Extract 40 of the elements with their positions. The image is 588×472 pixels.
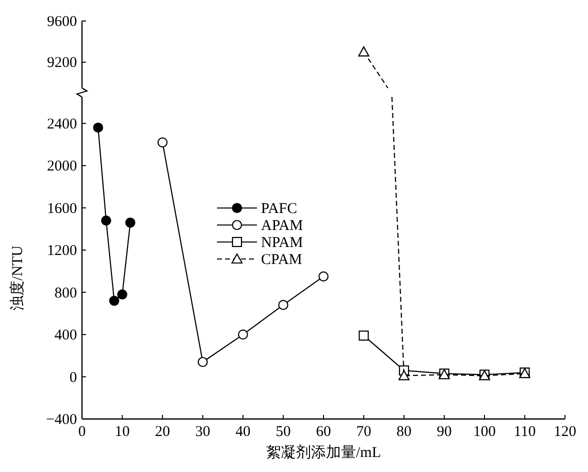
point [109, 296, 120, 306]
x-tick-label: 60 [316, 424, 331, 440]
point [157, 137, 168, 148]
y-tick-label: 2000 [47, 158, 77, 175]
point [278, 300, 288, 310]
y-tick-label: 2400 [47, 116, 77, 132]
x-tick-label: 40 [236, 424, 250, 440]
y-tick-label: 800 [54, 285, 77, 302]
y-tick-label: 1200 [47, 243, 77, 260]
x-tick-label: 100 [473, 424, 496, 440]
x-tick-label: 30 [195, 424, 210, 440]
x-tick-label: 50 [276, 424, 291, 440]
x-tick-label: 70 [356, 424, 372, 440]
point [318, 271, 329, 282]
x-tick-label: 10 [114, 424, 130, 440]
point [198, 356, 208, 368]
point [125, 218, 136, 228]
legend-label: PAFC [261, 201, 298, 217]
y-tick-label: 400 [54, 328, 77, 344]
x-tick-label: 20 [155, 424, 170, 440]
point [238, 329, 248, 340]
x-tick-label: 110 [514, 424, 536, 440]
point [398, 370, 410, 380]
point [101, 215, 112, 226]
legend-label: CPAM [261, 252, 302, 268]
x-tick-label: 80 [396, 424, 412, 440]
y-tick-label: 1600 [47, 200, 77, 217]
legend-label: NPAM [261, 235, 303, 251]
x-axis-title: 絮凝剂添加量/mL [266, 444, 381, 461]
y-tick-label: 9200 [47, 55, 77, 72]
x-tick-label: 120 [554, 424, 576, 440]
y-axis-title: 浊度/NTU [9, 245, 26, 310]
point [117, 289, 128, 300]
y-tick-label: 9600 [47, 14, 77, 30]
legend-label: APAM [261, 218, 303, 234]
y-tick-label: 0 [70, 370, 77, 386]
x-tick-label: 90 [436, 424, 452, 440]
point [93, 122, 104, 133]
point [358, 330, 369, 341]
y-tick-label: −400 [46, 412, 77, 428]
